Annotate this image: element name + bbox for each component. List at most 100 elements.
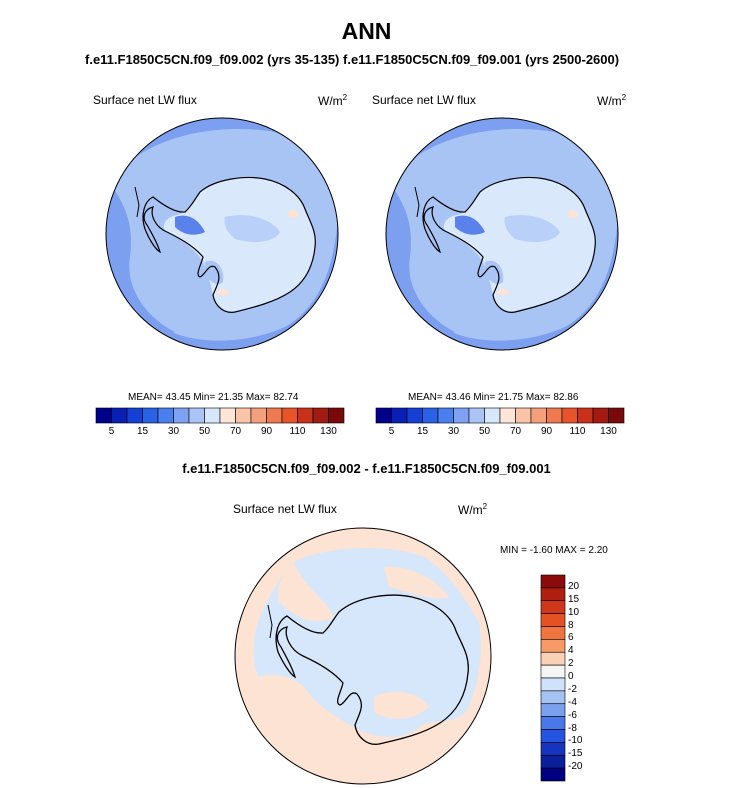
map-boundary — [105, 117, 339, 351]
colorbar-swatch — [592, 407, 609, 424]
colorbar-swatch — [422, 407, 439, 424]
antarctica-coastline — [142, 176, 316, 313]
colorbar-swatch — [126, 407, 143, 424]
colorbar-swatch — [540, 729, 566, 743]
colorbar-tick-label: 70 — [229, 426, 242, 437]
colorbar-tick-label: 30 — [447, 426, 460, 437]
colorbar-tick-label: 90 — [540, 426, 553, 437]
colorbar-tick-label: -10 — [568, 735, 583, 747]
colorbar-swatch — [437, 407, 454, 424]
diff-units-label: W/m2 — [458, 502, 487, 517]
colorbar-swatch — [328, 407, 345, 424]
colorbar-tick-label: 0 — [568, 671, 574, 682]
colorbar-swatch — [142, 407, 159, 424]
colorbar-tick-label: 90 — [260, 426, 273, 437]
colorbar-swatch — [608, 407, 625, 424]
colorbar-swatch — [375, 407, 392, 424]
colorbar-tick-label: 130 — [600, 426, 617, 437]
right-case-title: f.e11.F1850C5CN.f09_f09.001 (yrs 2500-26… — [343, 52, 620, 67]
colorbar-swatch — [540, 587, 566, 602]
antarctica-coastline — [422, 176, 596, 313]
diff-colorbar — [540, 574, 566, 782]
colorbar-swatch — [540, 716, 566, 730]
left-case-title: f.e11.F1850C5CN.f09_f09.002 (yrs 35-135) — [85, 52, 340, 67]
ice-shelf-dark-patch — [455, 215, 485, 235]
colorbar-tick-label: 2 — [568, 658, 574, 670]
warm-spot-ross — [497, 289, 509, 295]
colorbar-tick-label: 15 — [416, 426, 429, 437]
colorbar-swatch — [540, 677, 566, 692]
colorbar-swatch — [406, 407, 423, 424]
colorbar-swatch — [540, 690, 566, 705]
colorbar-tick-label: 10 — [568, 606, 580, 618]
map-boundary — [385, 117, 619, 351]
colorbar-swatch — [561, 407, 578, 424]
left-units-base: W/m — [318, 94, 343, 108]
colorbar-tick-label: 4 — [568, 645, 574, 657]
warm-spot-ross — [217, 289, 229, 295]
diff-positive-patch-west — [277, 562, 334, 622]
colorbar-tick-label: 15 — [136, 426, 149, 437]
plateau-patch — [224, 215, 280, 243]
colorbar-swatch — [546, 407, 563, 424]
colorbar-tick-label: 110 — [289, 426, 306, 437]
right-units-label: W/m2 — [597, 93, 626, 108]
diff-stats: MIN = -1.60 MAX = 2.20 — [500, 545, 608, 556]
left-colorbar — [95, 407, 345, 424]
colorbar-tick-label: 110 — [569, 426, 586, 437]
colorbar-swatch — [540, 639, 566, 653]
antarctica-fill — [443, 177, 596, 313]
colorbar-swatch — [453, 407, 470, 424]
peninsula-coastline — [414, 186, 420, 218]
colorbar-swatch — [530, 407, 547, 424]
left-units-exp: 2 — [342, 93, 348, 102]
right-polar-map — [385, 117, 619, 351]
colorbar-tick-label: 70 — [509, 426, 522, 437]
colorbar-swatch — [391, 407, 408, 424]
colorbar-tick-label: -6 — [568, 709, 577, 721]
diff-units-base: W/m — [458, 503, 483, 517]
colorbar-swatch — [219, 407, 236, 424]
colorbar-swatch — [266, 407, 283, 424]
colorbar-tick-label: -4 — [568, 696, 577, 708]
colorbar-tick-label: 8 — [568, 619, 574, 631]
diff-positive-patch-north — [384, 566, 449, 599]
right-units-base: W/m — [597, 94, 622, 108]
colorbar-swatch — [188, 407, 205, 424]
colorbar-tick-label: -8 — [568, 722, 577, 734]
colorbar-tick-label: 5 — [388, 426, 395, 437]
right-variable-label: Surface net LW flux — [372, 93, 476, 107]
colorbar-swatch — [540, 754, 566, 769]
colorbar-tick-label: -15 — [568, 748, 583, 760]
colorbar-tick-label: 50 — [478, 426, 491, 437]
colorbar-swatch — [204, 407, 221, 424]
colorbar-swatch — [235, 407, 252, 424]
colorbar-swatch — [95, 407, 112, 424]
antarctica-fill — [163, 177, 316, 313]
colorbar-swatch — [540, 767, 566, 782]
ice-shelf-dark-patch — [175, 215, 205, 235]
colorbar-swatch — [484, 407, 501, 424]
diff-title: f.e11.F1850C5CN.f09_f09.002 - f.e11.F185… — [182, 461, 551, 476]
peninsula-coastline — [267, 604, 273, 639]
right-stats: MEAN= 43.46 Min= 21.75 Max= 82.86 — [408, 392, 579, 403]
colorbar-tick-label: 15 — [568, 593, 580, 605]
colorbar-swatch — [540, 742, 566, 756]
colorbar-swatch — [540, 703, 566, 717]
colorbar-tick-label: 130 — [320, 426, 337, 437]
colorbar-swatch — [297, 407, 314, 424]
right-units-exp: 2 — [621, 93, 627, 102]
main-title: ANN — [341, 18, 392, 44]
colorbar-swatch — [540, 626, 566, 640]
colorbar-tick-label: -20 — [568, 761, 583, 773]
diff-polar-map — [234, 527, 492, 785]
right-colorbar — [375, 407, 625, 424]
colorbar-swatch — [540, 600, 566, 614]
colorbar-swatch — [540, 664, 566, 679]
colorbar-tick-label: 30 — [167, 426, 180, 437]
map-boundary — [234, 527, 492, 785]
warm-spot-east — [288, 210, 298, 218]
colorbar-swatch — [173, 407, 190, 424]
colorbar-swatch — [499, 407, 516, 424]
left-units-label: W/m2 — [318, 93, 347, 108]
